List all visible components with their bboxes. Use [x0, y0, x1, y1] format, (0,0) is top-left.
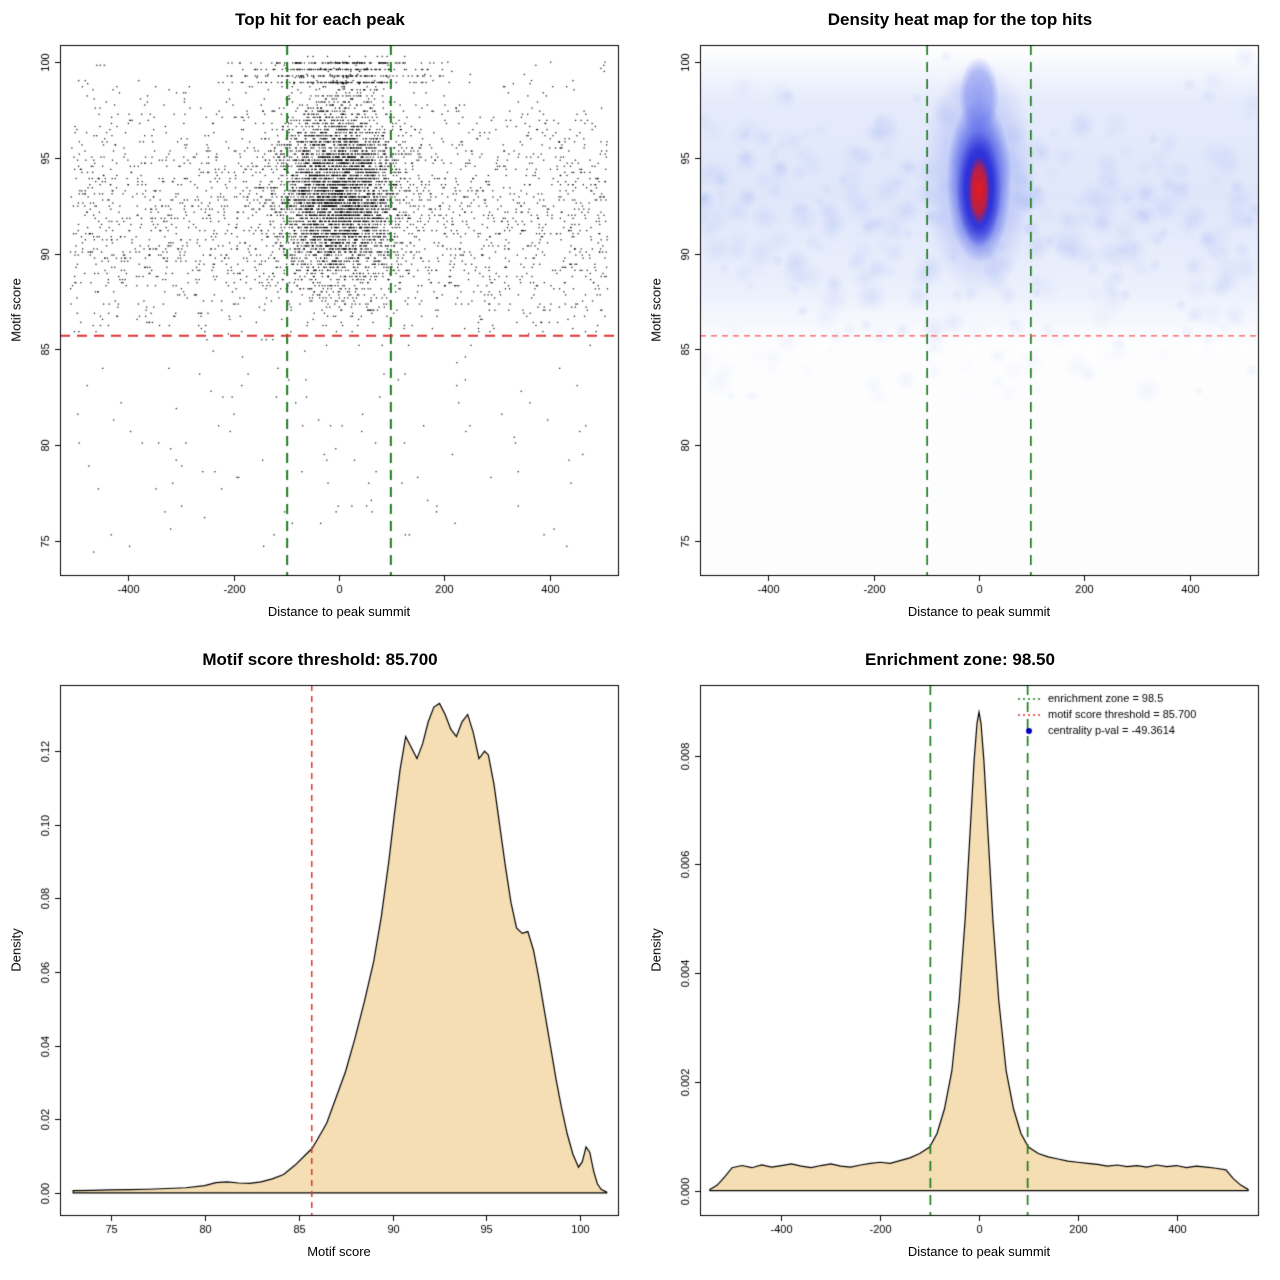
score-density-xlabel: Motif score	[307, 1244, 371, 1259]
distance-density-xlabel: Distance to peak summit	[907, 1244, 1051, 1259]
panel-distance-density: Enrichment zone: 98.50 Distance to peak …	[640, 640, 1280, 1280]
distance-density-ylabel: Density	[648, 928, 664, 972]
scatter-ylabel: Motif score	[8, 278, 24, 342]
distance-density-canvas	[640, 640, 1280, 1280]
scatter-xlabel: Distance to peak summit	[267, 604, 411, 619]
scatter-plot-canvas	[0, 0, 640, 640]
heatmap-xlabel: Distance to peak summit	[907, 604, 1051, 619]
panel-motif-score-density: Motif score threshold: 85.700 Motif scor…	[0, 640, 640, 1280]
heatmap-canvas	[640, 0, 1280, 640]
panel-top-hits-scatter: Top hit for each peak Distance to peak s…	[0, 0, 640, 640]
score-density-canvas	[0, 640, 640, 1280]
score-density-ylabel: Density	[8, 928, 24, 972]
heatmap-ylabel: Motif score	[648, 278, 664, 342]
panel-density-heatmap: Density heat map for the top hits Distan…	[640, 0, 1280, 640]
